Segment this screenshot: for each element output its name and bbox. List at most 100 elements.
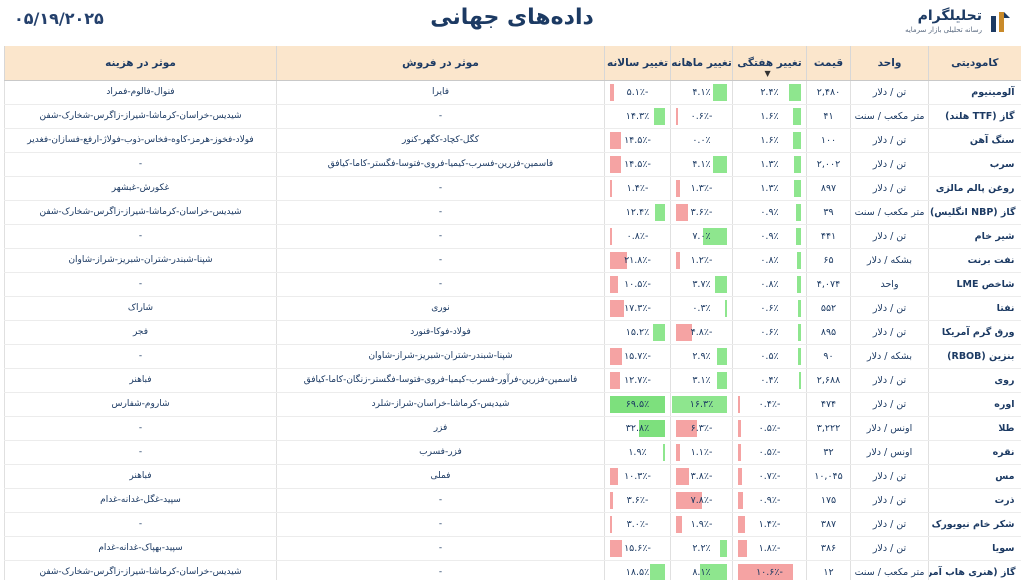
cell-w: ۲.۴٪ — [732, 80, 807, 105]
col-header-monthly[interactable]: تغییر ماهانه — [670, 46, 733, 81]
y-value: ۳۲.۸٪ — [625, 422, 650, 434]
table-row[interactable]: شاخص LME واحد ۴,۰۷۴ ۰.۸٪ ۳.۷٪ -۱۰.۵٪ - - — [4, 272, 1021, 297]
cell-sales: فاسمین-فزرین-فسرب-کیمیا-فروی-فتوسا-فگستر… — [276, 152, 605, 177]
m-bar — [676, 323, 693, 341]
cell-commodity: سرب — [928, 152, 1021, 177]
y-bar — [639, 419, 665, 437]
table-row[interactable]: مس تن / دلار ۱۰,۰۴۵ -۰.۷٪ -۳.۸٪ -۱۰.۳٪ فملی فبا… — [4, 464, 1021, 489]
table-row[interactable]: اوره تن / دلار ۴۷۴ -۰.۴٪ ۱۶.۳٪ ۶۹.۵٪ شیدیس-کرم… — [4, 392, 1021, 417]
col-header-commodity[interactable]: کامودیتی — [928, 46, 1021, 81]
cell-unit: تن / دلار — [850, 512, 929, 537]
y-bar — [610, 155, 622, 173]
table-row[interactable]: نقره اونس / دلار ۳۲ -۰.۵٪ -۱.۱٪ ۱.۹٪ فزر-فسرب - — [4, 440, 1021, 465]
table-row[interactable]: روی تن / دلار ۲,۶۸۸ ۰.۴٪ ۳.۱٪ -۱۲.۷٪ فاسمین-فز… — [4, 368, 1021, 393]
cell-commodity: گاز (NBP انگلیس) — [928, 200, 1021, 225]
cell-commodity: نفت برنت — [928, 248, 1021, 273]
col-header-sales[interactable]: موثر در فروش — [276, 46, 605, 81]
table-row[interactable]: نفتا تن / دلار ۵۵۲ ۰.۶٪ ۰.۳٪ -۱۷.۳٪ نوری شاراک — [4, 296, 1021, 321]
table-row[interactable]: نفت برنت بشکه / دلار ۶۵ ۰.۸٪ -۱.۲٪ -۲۱.۸٪ - شپن… — [4, 248, 1021, 273]
y-value: -۱۲.۷٪ — [624, 374, 651, 386]
w-value: -۱۰.۶٪ — [756, 566, 783, 578]
w-bar — [794, 155, 801, 173]
cell-w: ۰.۸٪ — [732, 248, 807, 273]
w-bar — [797, 323, 801, 341]
table-row[interactable]: آلومینیوم تن / دلار ۲,۴۸۰ ۲.۴٪ ۴.۱٪ -۵.۱٪ فایر… — [4, 80, 1021, 105]
y-value: -۱۴.۵٪ — [624, 158, 651, 170]
m-value: -۱.۲٪ — [690, 254, 713, 266]
w-value: ۱.۶٪ — [760, 110, 779, 122]
table-row[interactable]: طلا اونس / دلار ۳,۲۲۲ -۰.۵٪ -۶.۳٪ ۳۲.۸٪ فزر - — [4, 416, 1021, 441]
table-row[interactable]: ورق گرم آمریکا تن / دلار ۸۹۵ ۰.۶٪ -۴.۸٪ ۱۵.۲٪… — [4, 320, 1021, 345]
w-bar — [796, 203, 801, 221]
w-value: -۱.۸٪ — [758, 542, 781, 554]
col-header-price[interactable]: قیمت — [806, 46, 851, 81]
table-row[interactable]: ذرت تن / دلار ۱۷۵ -۰.۹٪ -۷.۸٪ -۳.۶٪ - سپید-غگل-… — [4, 488, 1021, 513]
table-row[interactable]: بنزین (RBOB) بشکه / دلار ۹۰ ۰.۵٪ ۲.۹٪ -۱۵.۷٪ ش… — [4, 344, 1021, 369]
cell-cost: شپنا-شبندر-شتران-شبریز-شراز-شاوان — [4, 248, 277, 273]
cell-y: -۱۲.۷٪ — [604, 368, 671, 393]
cell-price: ۸۹۷ — [806, 176, 851, 201]
w-value: ۰.۵٪ — [760, 350, 779, 362]
table-row[interactable]: سرب تن / دلار ۲,۰۰۲ ۱.۳٪ ۴.۱٪ -۱۴.۵٪ فاسمین-فز… — [4, 152, 1021, 177]
col-header-unit[interactable]: واحد — [850, 46, 929, 81]
cell-cost: فنوال-فالوم-فمراد — [4, 80, 277, 105]
table-row[interactable]: گاز (NBP انگلیس) متر مکعب / سنت ۳۹ ۰.۹٪ -۳.۶… — [4, 200, 1021, 225]
y-value: ۶۹.۵٪ — [625, 398, 650, 410]
w-value: ۱.۶٪ — [760, 134, 779, 146]
cell-unit: متر مکعب / سنت — [850, 200, 929, 225]
table-row[interactable]: سویا تن / دلار ۳۸۶ -۱.۸٪ ۲.۲٪ -۱۵.۶٪ - سپید-بهپ… — [4, 536, 1021, 561]
cell-cost: - — [4, 272, 277, 297]
cell-commodity: بنزین (RBOB) — [928, 344, 1021, 369]
cell-price: ۴,۰۷۴ — [806, 272, 851, 297]
w-value: ۱.۳٪ — [760, 182, 779, 194]
col-header-cost[interactable]: موثر در هزینه — [4, 46, 277, 81]
cell-price: ۳,۲۲۲ — [806, 416, 851, 441]
w-value: ۰.۴٪ — [760, 374, 779, 386]
cell-commodity: نقره — [928, 440, 1021, 465]
w-value: ۱.۳٪ — [760, 158, 779, 170]
m-value: ۲.۲٪ — [692, 542, 711, 554]
cell-cost: سپید-غگل-غدانه-غدام — [4, 488, 277, 513]
cell-price: ۶۵ — [806, 248, 851, 273]
cell-unit: تن / دلار — [850, 320, 929, 345]
w-value: -۰.۵٪ — [758, 422, 781, 434]
cell-sales: - — [276, 560, 605, 580]
cell-price: ۹۰ — [806, 344, 851, 369]
cell-commodity: مس — [928, 464, 1021, 489]
w-value: ۰.۸٪ — [760, 278, 779, 290]
y-bar — [652, 323, 665, 341]
cell-commodity: شاخص LME — [928, 272, 1021, 297]
cell-w: -۱۰.۶٪ — [732, 560, 807, 580]
table-row[interactable]: سنگ آهن تن / دلار ۱۰۰ ۱.۶٪ ۰.۰٪ -۱۴.۵٪ کگل-کچا… — [4, 128, 1021, 153]
cell-m: ۴.۱٪ — [670, 80, 733, 105]
table-row[interactable]: گاز (TTF هلند) متر مکعب / سنت ۴۱ ۱.۶٪ -۰.۶٪ ۱… — [4, 104, 1021, 129]
cell-m: ۲.۲٪ — [670, 536, 733, 561]
table-row[interactable]: شیر خام تن / دلار ۴۴۱ ۰.۹٪ ۷.۰٪ -۰.۸٪ - - — [4, 224, 1021, 249]
w-bar — [796, 251, 801, 269]
cell-cost: - — [4, 440, 277, 465]
y-bar — [610, 179, 612, 197]
table-row[interactable]: شکر خام نیویورک تن / دلار ۳۸۷ -۱.۴٪ -۱.۹٪ -۳.… — [4, 512, 1021, 537]
cell-price: ۲,۴۸۰ — [806, 80, 851, 105]
cell-w: ۱.۶٪ — [732, 104, 807, 129]
col-header-weekly[interactable]: تغییر هفتگی ▼ — [732, 46, 807, 81]
cell-w: -۰.۵٪ — [732, 416, 807, 441]
cell-price: ۲,۰۰۲ — [806, 152, 851, 177]
cell-w: ۰.۴٪ — [732, 368, 807, 393]
table-row[interactable]: روغن پالم مالزی تن / دلار ۸۹۷ ۱.۳٪ -۱.۳٪ -۱.۴… — [4, 176, 1021, 201]
sort-desc-icon[interactable]: ▼ — [764, 68, 771, 78]
cell-commodity: گاز (TTF هلند) — [928, 104, 1021, 129]
cell-sales: - — [276, 512, 605, 537]
cell-sales: شیدیس-کرماشا-خراسان-شراز-شلرد — [276, 392, 605, 417]
col-header-yearly[interactable]: تغییر سالانه — [604, 46, 671, 81]
y-bar — [663, 443, 665, 461]
m-bar — [676, 491, 703, 509]
y-bar — [610, 491, 613, 509]
cell-w: -۰.۹٪ — [732, 488, 807, 513]
m-bar — [719, 539, 727, 557]
w-value: ۰.۶٪ — [760, 302, 779, 314]
cell-unit: تن / دلار — [850, 224, 929, 249]
m-value: -۷.۸٪ — [690, 494, 713, 506]
y-value: ۱۸.۵٪ — [625, 566, 650, 578]
